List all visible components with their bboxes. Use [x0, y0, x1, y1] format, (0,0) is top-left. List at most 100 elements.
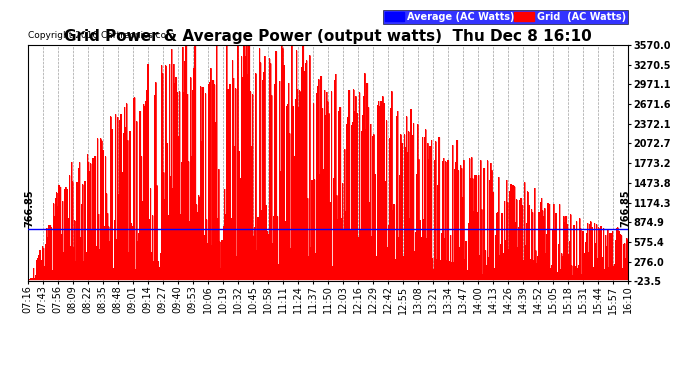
Bar: [406, 116, 407, 280]
Bar: [507, 202, 509, 280]
Bar: [613, 266, 614, 280]
Bar: [68, 175, 70, 280]
Bar: [384, 181, 386, 280]
Bar: [354, 111, 355, 280]
Bar: [219, 242, 220, 280]
Bar: [173, 64, 175, 280]
Bar: [197, 212, 198, 280]
Bar: [252, 94, 253, 280]
Bar: [400, 134, 402, 280]
Bar: [119, 120, 120, 280]
Bar: [505, 240, 506, 280]
Bar: [100, 138, 101, 280]
Bar: [578, 265, 579, 280]
Bar: [64, 189, 66, 280]
Bar: [298, 107, 299, 280]
Bar: [343, 230, 344, 280]
Bar: [198, 195, 199, 280]
Bar: [54, 216, 55, 280]
Bar: [348, 90, 350, 280]
Bar: [404, 134, 405, 280]
Bar: [172, 188, 173, 280]
Bar: [259, 48, 260, 280]
Bar: [454, 169, 455, 280]
Bar: [515, 222, 516, 280]
Bar: [334, 80, 335, 280]
Bar: [317, 87, 318, 280]
Bar: [195, 45, 196, 280]
Bar: [216, 45, 217, 280]
Bar: [491, 170, 493, 280]
Bar: [90, 163, 91, 280]
Bar: [398, 237, 400, 280]
Bar: [150, 252, 152, 280]
Bar: [477, 213, 478, 280]
Bar: [146, 90, 148, 280]
Bar: [105, 156, 106, 280]
Bar: [469, 158, 470, 280]
Bar: [29, 279, 30, 280]
Bar: [306, 60, 307, 280]
Bar: [218, 169, 219, 280]
Bar: [180, 214, 181, 280]
Bar: [577, 268, 578, 280]
Bar: [431, 140, 432, 280]
Bar: [573, 225, 575, 280]
Bar: [71, 162, 72, 280]
Bar: [569, 241, 570, 280]
Bar: [579, 218, 580, 280]
Bar: [368, 107, 369, 280]
Bar: [377, 100, 379, 280]
Bar: [237, 45, 239, 280]
Bar: [293, 156, 295, 280]
Bar: [72, 182, 73, 280]
Bar: [540, 202, 541, 280]
Bar: [55, 198, 57, 280]
Bar: [362, 116, 363, 280]
Bar: [281, 45, 282, 280]
Bar: [520, 198, 522, 280]
Bar: [399, 176, 400, 280]
Bar: [336, 195, 337, 280]
Text: 766.85: 766.85: [620, 190, 631, 227]
Bar: [513, 185, 514, 280]
Bar: [465, 241, 466, 280]
Bar: [79, 162, 80, 280]
Bar: [558, 244, 559, 280]
Bar: [418, 159, 420, 280]
Bar: [397, 111, 398, 280]
Text: Copyright 2016 Cartreonics.com: Copyright 2016 Cartreonics.com: [28, 31, 175, 40]
Bar: [602, 228, 604, 280]
Bar: [308, 256, 309, 280]
Bar: [333, 178, 334, 280]
Bar: [582, 231, 584, 280]
Bar: [311, 180, 313, 280]
Bar: [223, 226, 224, 280]
Bar: [68, 218, 69, 280]
Bar: [132, 98, 134, 280]
Bar: [284, 221, 286, 280]
Bar: [121, 172, 123, 280]
Bar: [486, 265, 487, 280]
Bar: [320, 76, 322, 280]
Bar: [238, 151, 239, 280]
Bar: [438, 137, 440, 280]
Bar: [161, 65, 162, 280]
Text: 766.85: 766.85: [25, 190, 35, 227]
Bar: [590, 221, 591, 280]
Bar: [614, 264, 615, 280]
Bar: [263, 72, 264, 280]
Bar: [488, 256, 489, 280]
Bar: [111, 129, 112, 280]
Bar: [341, 218, 342, 280]
Bar: [264, 56, 266, 280]
Bar: [286, 104, 288, 280]
Bar: [509, 191, 511, 280]
Bar: [326, 92, 327, 280]
Bar: [609, 233, 611, 280]
Bar: [148, 219, 150, 280]
Bar: [451, 262, 452, 280]
Bar: [442, 161, 443, 280]
Bar: [460, 165, 461, 280]
Bar: [243, 45, 244, 280]
